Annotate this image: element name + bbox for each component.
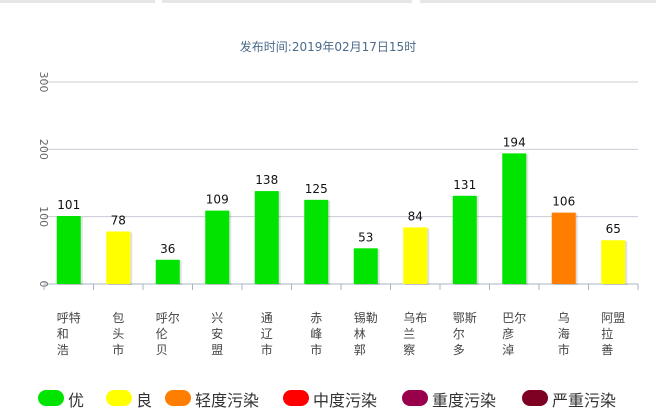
bar [403,227,428,284]
data-label: 36 [160,242,175,256]
x-tick-label: 呼伦贝尔 [156,310,180,357]
bar [254,191,279,284]
data-label: 109 [206,193,229,207]
data-label: 194 [503,135,526,149]
data-label: 138 [255,173,278,187]
data-label: 65 [606,222,621,236]
top-tab-strip [0,0,656,3]
bar [56,215,81,284]
legend-label: 轻度污染 [195,391,260,410]
legend-swatch [106,390,132,406]
data-label: 131 [453,178,476,192]
bar [601,240,626,284]
x-tick-label: 巴彦淖尔 [502,310,526,357]
legend-swatch [402,390,428,406]
legend-label: 良 [136,391,153,410]
y-tick-label: 200 [37,139,50,160]
legend-swatch [165,390,191,406]
x-axis-ticks [43,284,639,290]
legend-swatch [38,390,64,406]
legend-swatch [283,390,309,406]
legend-label: 优 [68,391,85,410]
x-tick-label: 鄂尔多斯 [453,311,477,357]
data-label: 106 [552,195,575,209]
legend-label: 严重污染 [552,391,617,410]
data-label: 125 [305,182,328,196]
bar [353,248,378,284]
x-tick-label: 赤峰市 [310,311,322,357]
x-tick-label: 通辽市 [261,311,273,357]
y-tick-label: 100 [37,206,50,227]
bar [551,212,576,284]
x-tick-label: 乌海市 [558,310,570,357]
x-tick-label: 包头市 [112,311,124,357]
bars: 101 78 36 109 138 125 53 84 131 194 106 65 [56,135,628,285]
bar [155,259,180,284]
tab-segment [0,0,155,3]
grid-lines [44,81,638,285]
aqi-bar-chart: 0100200300 10178361091381255384131194106… [37,72,639,357]
y-tick-label: 300 [37,72,50,93]
legend-label: 重度污染 [432,391,497,410]
x-tick-label: 兴安盟 [211,311,223,357]
x-axis-labels: 呼和浩特 包头市 呼伦贝尔 兴安盟 通辽市 赤峰市 锡林郭勒 乌兰察布 鄂尔多斯 巴彦淖尔 乌海市 阿… [57,310,626,357]
bar [304,199,329,284]
data-label: 78 [111,213,126,227]
x-tick-label: 呼和浩特 [57,310,81,357]
x-tick-label: 阿拉善盟 [601,311,625,357]
tab-segment [420,0,656,3]
bar [205,210,230,284]
legend-swatch [522,390,548,406]
bar [452,195,477,284]
data-label: 101 [57,198,80,212]
bar [106,231,131,284]
data-label: 53 [358,230,373,244]
x-tick-label: 锡林郭勒 [354,310,378,357]
chart-subtitle: 发布时间:2019年02月17日15时 [239,40,417,54]
data-label: 84 [408,209,423,223]
tab-segment [162,0,412,3]
x-tick-label: 乌兰察布 [403,310,427,357]
legend-label: 中度污染 [313,391,378,410]
y-axis-ticks: 0100200300 [37,72,50,288]
bar [502,153,527,284]
